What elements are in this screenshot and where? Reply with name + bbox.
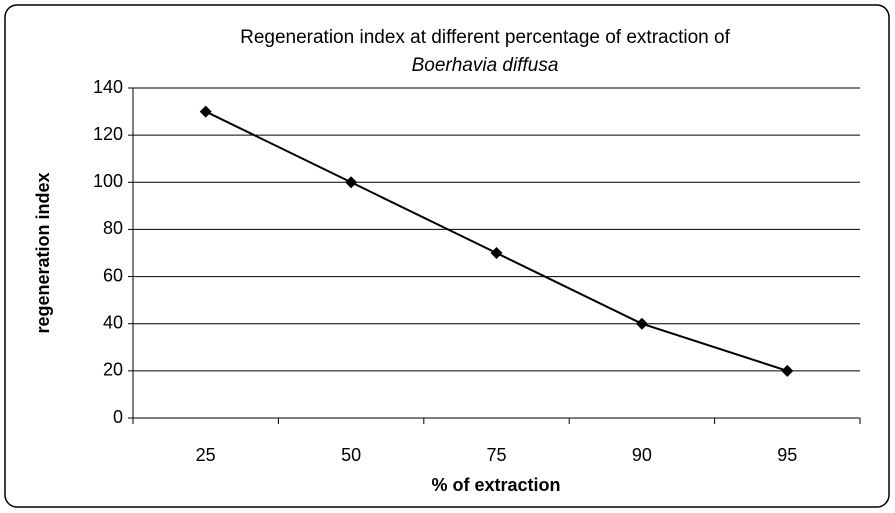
y-tick-label: 80 [103,218,123,238]
y-axis-label: regeneration index [33,172,53,333]
chart-border [4,4,890,508]
y-tick-label: 60 [103,265,123,285]
x-axis-label: % of extraction [431,475,560,495]
x-tick-label: 95 [777,445,797,465]
marker [345,176,358,189]
y-tick-label: 40 [103,312,123,332]
y-tick-label: 120 [93,124,123,144]
x-tick-label: 90 [632,445,652,465]
marker [781,364,794,377]
chart-title: Regeneration index at different percenta… [240,27,730,48]
marker [199,105,212,118]
marker [635,317,648,330]
y-tick-label: 100 [93,171,123,191]
marker [490,247,503,259]
x-tick-label: 75 [486,445,506,465]
y-tick-label: 20 [103,360,123,380]
y-tick-label: 0 [113,407,123,427]
chart-subtitle: Boerhavia diffusa [412,55,559,76]
x-tick-label: 25 [196,445,216,465]
y-tick-label: 140 [93,77,123,97]
x-tick-label: 50 [341,445,361,465]
